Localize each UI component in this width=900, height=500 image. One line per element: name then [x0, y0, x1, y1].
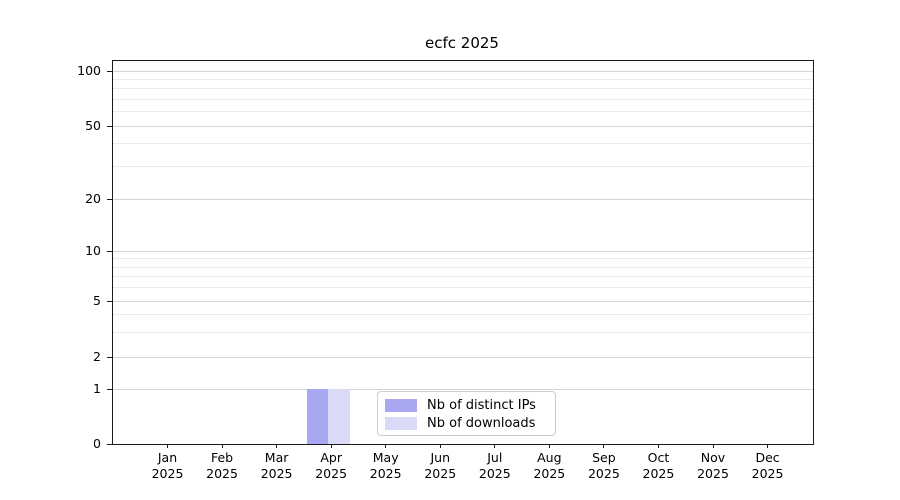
x-tick-oct-2025: [657, 444, 659, 448]
legend-entry-distinct-ips: Nb of distinct IPs: [385, 396, 547, 415]
x-tick-jan-2025: [167, 444, 168, 448]
y-gridline-minor-40: [113, 143, 813, 145]
y-tick-0: [107, 443, 112, 445]
bar-nb-of-downloads-apr-2025: [328, 389, 350, 444]
y-tick-10: [107, 250, 112, 252]
y-gridline-1: [113, 388, 813, 390]
x-tick-label-mar-2025: Mar 2025: [260, 450, 293, 481]
y-gridline-minor-80: [113, 88, 813, 90]
y-gridline-minor-8: [113, 266, 813, 268]
y-tick-label-5: 5: [93, 293, 101, 308]
x-tick-label-sep-2025: Sep 2025: [587, 450, 620, 481]
y-gridline-20: [113, 198, 813, 200]
y-gridline-minor-3: [113, 331, 813, 333]
y-gridline-2: [113, 356, 813, 358]
x-tick-label-jun-2025: Jun 2025: [424, 450, 457, 481]
x-tick-apr-2025: [330, 444, 332, 448]
y-tick-label-0: 0: [93, 436, 101, 451]
legend-label-downloads: Nb of downloads: [427, 416, 536, 432]
y-tick-label-20: 20: [85, 191, 101, 206]
x-tick-label-aug-2025: Aug 2025: [533, 450, 566, 481]
y-gridline-100: [113, 70, 813, 72]
chart-title: ecfc 2025: [425, 34, 499, 52]
bar-nb-of-distinct-ips-apr-2025: [306, 389, 329, 444]
x-tick-label-jul-2025: Jul 2025: [478, 450, 511, 481]
x-tick-jun-2025: [439, 444, 441, 448]
y-tick-label-1: 1: [93, 381, 101, 396]
x-tick-mar-2025: [276, 444, 278, 448]
y-gridline-minor-60: [113, 111, 813, 113]
y-gridline-5: [113, 300, 813, 302]
x-tick-jul-2025: [494, 444, 496, 448]
y-tick-20: [107, 198, 112, 200]
x-tick-dec-2025: [767, 444, 769, 448]
plot-area: Nb of distinct IPs Nb of downloads 0 1 2 5 1…: [77, 60, 814, 481]
y-tick-100: [107, 70, 112, 72]
legend-swatch-downloads: [385, 417, 417, 431]
y-tick-label-100: 100: [77, 63, 101, 78]
x-tick-nov-2025: [712, 444, 714, 448]
x-tick-label-jan-2025: Jan 2025: [151, 450, 184, 481]
y-gridline-50: [113, 125, 813, 127]
y-tick-50: [107, 125, 112, 127]
y-tick-5: [107, 300, 112, 302]
x-tick-label-dec-2025: Dec 2025: [751, 450, 784, 481]
x-tick-may-2025: [385, 444, 387, 448]
x-tick-label-oct-2025: Oct 2025: [642, 450, 675, 481]
y-gridline-10: [113, 250, 813, 252]
x-tick-label-apr-2025: Apr 2025: [315, 450, 348, 481]
y-gridline-minor-90: [113, 78, 813, 80]
y-tick-2: [107, 356, 112, 358]
legend-entry-downloads: Nb of downloads: [385, 415, 547, 434]
y-gridline-minor-70: [113, 98, 813, 100]
x-tick-feb-2025: [221, 444, 223, 448]
y-tick-label-50: 50: [85, 118, 101, 133]
y-gridline-minor-9: [113, 258, 813, 260]
y-tick-label-2: 2: [93, 349, 101, 364]
x-tick-label-may-2025: May 2025: [369, 450, 402, 481]
y-gridline-minor-4: [113, 314, 813, 316]
y-gridline-minor-7: [113, 276, 813, 278]
legend: Nb of distinct IPs Nb of downloads: [377, 391, 556, 436]
y-gridline-minor-6: [113, 287, 813, 289]
x-tick-label-nov-2025: Nov 2025: [697, 450, 729, 481]
legend-label-distinct-ips: Nb of distinct IPs: [427, 397, 536, 413]
y-tick-1: [107, 388, 112, 390]
x-tick-aug-2025: [548, 444, 550, 448]
legend-swatch-distinct-ips: [385, 398, 417, 412]
x-tick-label-feb-2025: Feb 2025: [206, 450, 238, 481]
y-tick-label-10: 10: [85, 243, 101, 258]
x-tick-sep-2025: [603, 444, 605, 448]
y-gridline-minor-30: [113, 166, 813, 168]
